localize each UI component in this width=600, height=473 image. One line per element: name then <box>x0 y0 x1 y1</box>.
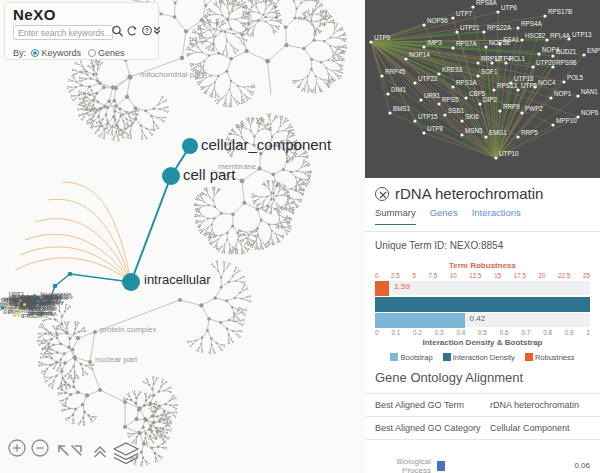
svg-text:ENP1: ENP1 <box>587 47 600 54</box>
svg-text:RPS9B: RPS9B <box>556 59 577 66</box>
svg-text:UTP10: UTP10 <box>499 150 519 157</box>
svg-text:BMS1: BMS1 <box>393 105 411 112</box>
svg-text:BUD21: BUD21 <box>556 48 577 55</box>
svg-text:NOP14: NOP14 <box>409 51 430 58</box>
svg-text:MPP10: MPP10 <box>556 117 577 124</box>
svg-text:RPS17B: RPS17B <box>548 8 572 15</box>
svg-text:RPS13: RPS13 <box>497 82 517 89</box>
svg-text:UTP13: UTP13 <box>572 31 592 38</box>
svg-text:RRP9: RRP9 <box>503 103 520 110</box>
svg-text:UR81: UR81 <box>424 92 441 99</box>
svg-text:DIM1: DIM1 <box>391 86 407 93</box>
svg-text:RCL1: RCL1 <box>509 55 526 62</box>
svg-text:NOP6: NOP6 <box>581 109 599 116</box>
svg-text:UTP22: UTP22 <box>418 75 438 82</box>
svg-text:MSN5: MSN5 <box>465 127 483 134</box>
svg-text:RPS8A: RPS8A <box>476 0 497 6</box>
svg-text:EMG1: EMG1 <box>489 129 507 136</box>
svg-text:NOP56: NOP56 <box>427 17 448 24</box>
svg-text:NOC4: NOC4 <box>538 79 556 86</box>
svg-text:RPS22A: RPS22A <box>487 24 512 31</box>
svg-text:UTP20: UTP20 <box>536 59 556 66</box>
svg-text:UTP8: UTP8 <box>427 125 444 132</box>
svg-text:IMP3: IMP3 <box>427 39 442 46</box>
svg-text:UTP9: UTP9 <box>374 34 391 41</box>
svg-text:UTP7: UTP7 <box>456 10 473 17</box>
svg-text:POL5: POL5 <box>567 74 584 81</box>
svg-text:UTP21: UTP21 <box>460 24 480 31</box>
svg-text:RRP45: RRP45 <box>385 68 406 75</box>
svg-text:RPS4A: RPS4A <box>521 20 542 27</box>
svg-text:UTP18: UTP18 <box>514 75 534 82</box>
svg-text:UTP6: UTP6 <box>501 4 518 11</box>
svg-text:NOP1: NOP1 <box>554 90 572 97</box>
svg-text:SOF1: SOF1 <box>481 68 498 75</box>
svg-text:SSB1: SSB1 <box>448 107 465 114</box>
svg-text:UTP15: UTP15 <box>418 113 438 120</box>
svg-text:RPS5: RPS5 <box>442 96 459 103</box>
svg-text:RPS7A: RPS7A <box>456 40 477 47</box>
svg-text:KRE33: KRE33 <box>442 66 462 73</box>
svg-text:PWP2: PWP2 <box>525 105 543 112</box>
svg-text:RPL4A: RPL4A <box>550 32 571 39</box>
svg-text:NAN1: NAN1 <box>581 88 598 95</box>
svg-text:RPS1A: RPS1A <box>456 79 477 86</box>
svg-text:DIP2: DIP2 <box>483 96 497 103</box>
svg-text:SSA1: SSA1 <box>503 36 520 43</box>
svg-text:HSC82: HSC82 <box>525 32 546 39</box>
svg-text:RRP5: RRP5 <box>521 129 538 136</box>
svg-text:UTP5: UTP5 <box>521 82 538 89</box>
svg-text:SKI6: SKI6 <box>465 113 479 120</box>
